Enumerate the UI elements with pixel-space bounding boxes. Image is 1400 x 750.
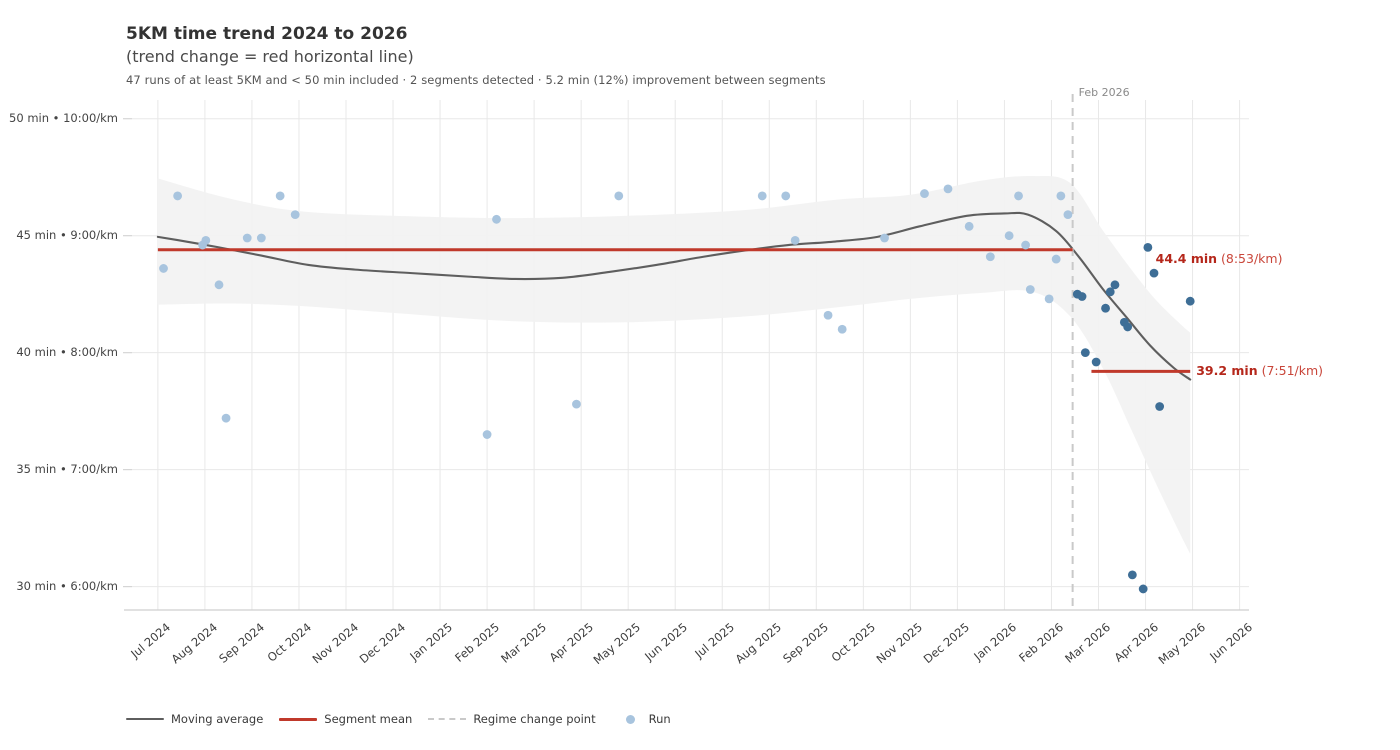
legend-label-segment-mean: Segment mean <box>324 712 413 726</box>
moving-average-line <box>156 211 1192 381</box>
run-data-point <box>572 399 581 409</box>
run-data-point <box>201 235 211 245</box>
dashed-line-icon <box>428 718 467 720</box>
run-data-point <box>1063 210 1073 220</box>
segment-1-annotation: 44.4 min (8:53/km) <box>1156 251 1283 266</box>
regime-change-label: Feb 2026 <box>1078 86 1130 99</box>
run-data-point <box>1138 584 1148 594</box>
legend-label-regime-change: Regime change point <box>473 712 596 726</box>
segment-2-annotation: 39.2 min (7:51/km) <box>1196 363 1323 378</box>
segment-2-value: 39.2 min <box>1196 363 1258 379</box>
run-data-point <box>290 210 300 220</box>
segment-mean-line-icon <box>279 717 318 721</box>
run-data-point <box>242 233 252 243</box>
run-data-point <box>781 191 791 201</box>
chart-subtitle: (trend change = red horizontal line) <box>126 47 414 67</box>
run-data-point <box>920 189 929 198</box>
run-data-point <box>964 221 974 231</box>
run-data-point <box>1004 231 1014 241</box>
run-data-point <box>1127 570 1137 580</box>
y-tick-label: 30 min • 6:00/km <box>16 578 118 593</box>
confidence-band <box>157 175 1191 554</box>
chart-caption: 47 runs of at least 5KM and < 50 min inc… <box>126 73 826 88</box>
legend-item-regime-change: Regime change point <box>428 712 596 726</box>
run-data-point <box>943 184 953 194</box>
run-data-point <box>1025 285 1035 294</box>
title-block: 5KM time trend 2024 to 2026 (trend chang… <box>126 24 826 87</box>
run-data-point <box>1101 303 1110 313</box>
run-data-point <box>1080 348 1090 358</box>
segment-1-pace: (8:53/km) <box>1221 250 1283 266</box>
run-data-point <box>159 264 168 273</box>
run-data-point <box>880 233 889 243</box>
segment-1-value: 44.4 min <box>1155 250 1218 266</box>
run-data-point <box>221 413 231 423</box>
chart-legend: Moving average Segment mean Regime chang… <box>126 712 687 726</box>
legend-item-segment-mean: Segment mean <box>279 712 412 726</box>
run-data-point <box>1051 254 1061 264</box>
run-data-point <box>256 233 266 243</box>
run-data-point <box>1105 287 1115 297</box>
legend-item-run: Run <box>612 712 671 726</box>
run-data-point <box>1110 280 1120 290</box>
run-data-point <box>1149 268 1159 278</box>
page-title: 5KM time trend 2024 to 2026 <box>126 24 408 44</box>
y-tick-label: 40 min • 8:00/km <box>16 344 118 359</box>
run-data-point <box>823 310 833 320</box>
run-data-point <box>1091 357 1101 367</box>
run-data-point <box>1143 242 1153 252</box>
legend-label-run: Run <box>648 712 671 726</box>
run-data-point <box>790 235 800 245</box>
legend-label-moving-average: Moving average <box>171 712 264 726</box>
run-data-point <box>837 324 847 334</box>
run-data-point <box>492 214 501 224</box>
run-data-point <box>1077 292 1087 301</box>
run-data-point <box>1021 240 1030 250</box>
run-data-point <box>1014 191 1023 201</box>
run-data-point <box>275 191 285 201</box>
y-tick-label: 45 min • 9:00/km <box>16 227 118 242</box>
run-data-point <box>1155 402 1165 411</box>
y-tick-label: 50 min • 10:00/km <box>9 110 118 125</box>
run-data-point <box>1056 191 1066 201</box>
legend-item-moving-average: Moving average <box>126 712 263 726</box>
run-data-point <box>985 252 995 262</box>
moving-average-line-icon <box>126 717 164 721</box>
run-data-point <box>173 191 183 201</box>
y-tick-label: 35 min • 7:00/km <box>16 461 118 476</box>
run-dot-icon <box>625 714 635 724</box>
run-data-point <box>757 191 767 201</box>
segment-2-pace: (7:51/km) <box>1261 363 1324 379</box>
run-data-point <box>482 430 492 439</box>
run-data-point <box>1123 322 1133 332</box>
run-data-point <box>214 280 224 290</box>
run-data-point <box>614 191 624 201</box>
run-data-point <box>1044 294 1054 304</box>
run-data-point <box>1185 296 1195 306</box>
